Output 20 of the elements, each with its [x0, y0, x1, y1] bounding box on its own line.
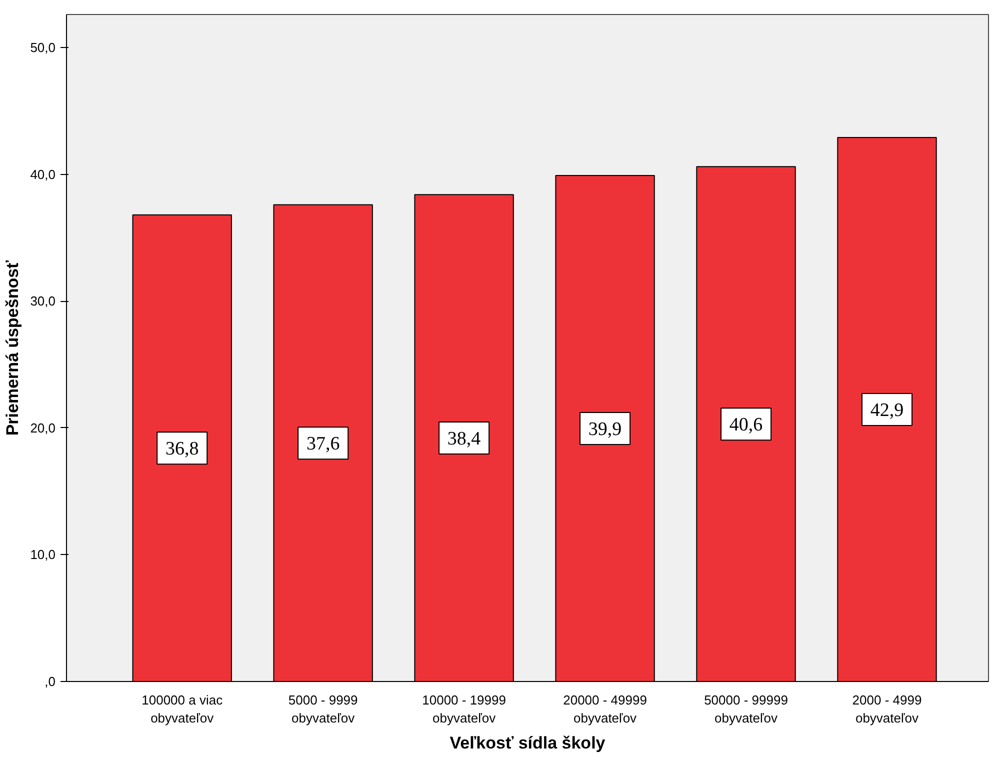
y-tick-label: 40,0 — [30, 166, 56, 182]
x-tick-label: 2000 - 4999 obyvateľov — [852, 692, 922, 726]
data-label: 40,6 — [729, 414, 763, 436]
y-axis-title: Priemerná úspešnosť — [3, 259, 22, 436]
y-tick-label: 10,0 — [30, 547, 56, 562]
data-label: 42,9 — [870, 400, 904, 421]
x-tick-label: 5000 - 9999 obyvateľov — [288, 692, 358, 726]
x-tick-label: 20000 - 49999 obyvateľov — [563, 692, 647, 726]
data-label: 39,9 — [588, 419, 622, 440]
x-axis-title: Veľkosť sídla školy — [450, 734, 606, 752]
data-label: 38,4 — [447, 428, 482, 450]
y-tick-label: ,0 — [44, 674, 56, 689]
y-tick-label: 50,0 — [30, 40, 56, 55]
y-tick-label: 20,0 — [30, 420, 56, 436]
x-tick-label: 10000 - 19999 obyvateľov — [422, 692, 506, 726]
data-label: 37,6 — [306, 434, 340, 455]
data-label: 36,8 — [165, 438, 199, 460]
x-tick-label: 100000 a viac obyvateľov — [142, 692, 224, 726]
x-tick-label: 50000 - 99999 obyvateľov — [704, 692, 788, 726]
y-tick-label: 30,0 — [30, 294, 56, 309]
